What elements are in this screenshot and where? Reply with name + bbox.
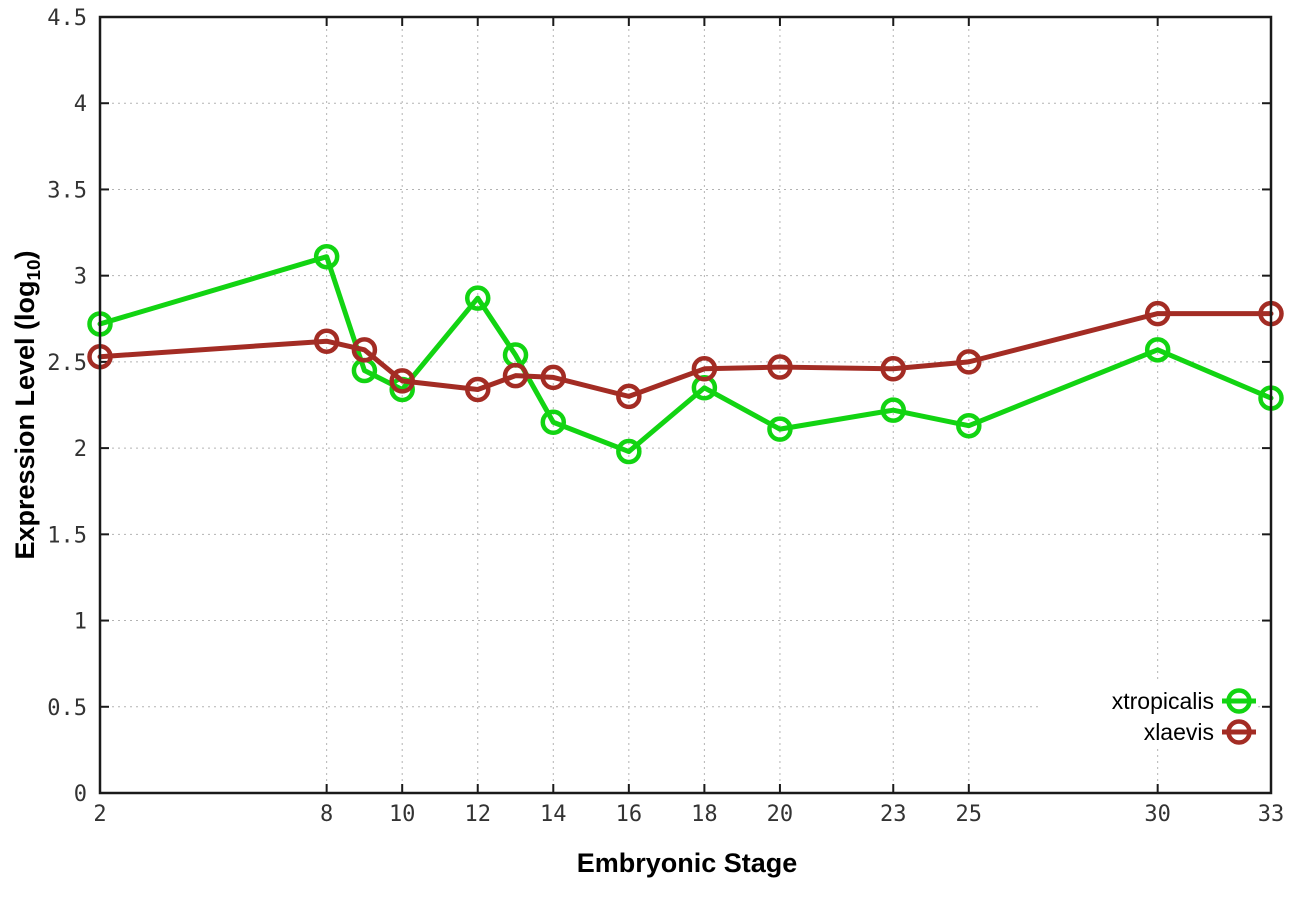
y-tick-label: 4.5 (47, 6, 87, 31)
legend: xtropicalis xlaevis (1040, 683, 1258, 749)
x-axis-title: Embryonic Stage (576, 848, 798, 878)
x-tick-label: 23 (880, 802, 907, 827)
data-point-xlaevis-stage-20 (767, 354, 793, 380)
data-point-xlaevis-stage-16 (616, 383, 642, 410)
x-tick-label: 14 (540, 802, 567, 827)
data-point-xlaevis-stage-8 (313, 328, 340, 354)
y-tick-label: 1.5 (47, 523, 87, 548)
data-point-xtropicalis-stage-25 (956, 412, 982, 439)
data-point-xtropicalis-stage-30 (1144, 337, 1171, 363)
data-point-xtropicalis-stage-23 (880, 397, 907, 423)
series-line-xtropicalis (97, 254, 1274, 455)
x-tick-label: 12 (464, 802, 491, 827)
data-point-xtropicalis-stage-8 (313, 243, 340, 270)
x-tick-label: 16 (616, 802, 643, 827)
series-xlaevis (87, 300, 1284, 410)
data-point-xlaevis-stage-23 (880, 356, 907, 382)
x-tick-label: 33 (1258, 802, 1285, 827)
y-axis-title-close: ) (9, 250, 40, 260)
legend-item-xlaevis: xlaevis (1144, 719, 1256, 745)
y-tick-label: 0.5 (47, 696, 87, 721)
x-tick-label: 20 (767, 802, 794, 827)
data-point-xtropicalis-stage-16 (616, 438, 642, 465)
data-point-xlaevis-stage-13 (502, 362, 529, 389)
y-tick-label: 0 (74, 782, 87, 807)
data-point-xlaevis-stage-14 (540, 364, 567, 391)
x-tick-label: 10 (389, 802, 416, 827)
legend-marker-xlaevis (1226, 719, 1252, 745)
data-point-xlaevis-stage-30 (1144, 300, 1171, 327)
data-point-xlaevis-stage-10 (389, 368, 415, 394)
y-tick-label: 3.5 (47, 178, 87, 203)
y-tick-label: 3 (74, 265, 87, 290)
series-xtropicalis (87, 243, 1284, 465)
y-tick-label: 2.5 (47, 351, 87, 376)
x-tick-label: 18 (691, 802, 718, 827)
data-point-xtropicalis-stage-20 (767, 416, 793, 442)
y-tick-label: 2 (74, 437, 87, 462)
legend-label-xtropicalis: xtropicalis (1112, 688, 1214, 714)
x-tick-label: 8 (320, 802, 333, 827)
data-point-xlaevis-stage-18 (691, 356, 718, 382)
legend-item-xtropicalis: xtropicalis (1112, 688, 1256, 714)
legend-label-xlaevis: xlaevis (1144, 719, 1214, 745)
data-point-xlaevis-stage-25 (956, 349, 982, 375)
series-line-xlaevis (97, 311, 1274, 399)
legend-backing (1040, 683, 1258, 749)
y-axis-title-base: Expression Level (log (9, 280, 40, 560)
y-axis-title-subscript: 10 (24, 259, 46, 281)
plot-border (98, 15, 1273, 795)
y-axis-title: Expression Level (log10) (10, 250, 46, 559)
data-point-xtropicalis-stage-14 (540, 409, 567, 435)
data-point-xlaevis-stage-9 (351, 337, 378, 363)
data-point-xtropicalis-stage-12 (464, 285, 491, 311)
legend-marker-xtropicalis (1226, 688, 1252, 714)
y-tick-label: 4 (74, 92, 87, 117)
x-tick-label: 30 (1144, 802, 1171, 827)
data-point-xlaevis-stage-12 (464, 376, 491, 403)
x-tick-label: 2 (93, 802, 106, 827)
tick-labels: 2 8 10 12 14 16 18 20 23 25 30 33 0 0.5 1 1.5 2 2.5 3 3.5 4 4… (47, 6, 1284, 827)
x-tick-label: 25 (956, 802, 983, 827)
y-tick-label: 1 (74, 610, 87, 635)
